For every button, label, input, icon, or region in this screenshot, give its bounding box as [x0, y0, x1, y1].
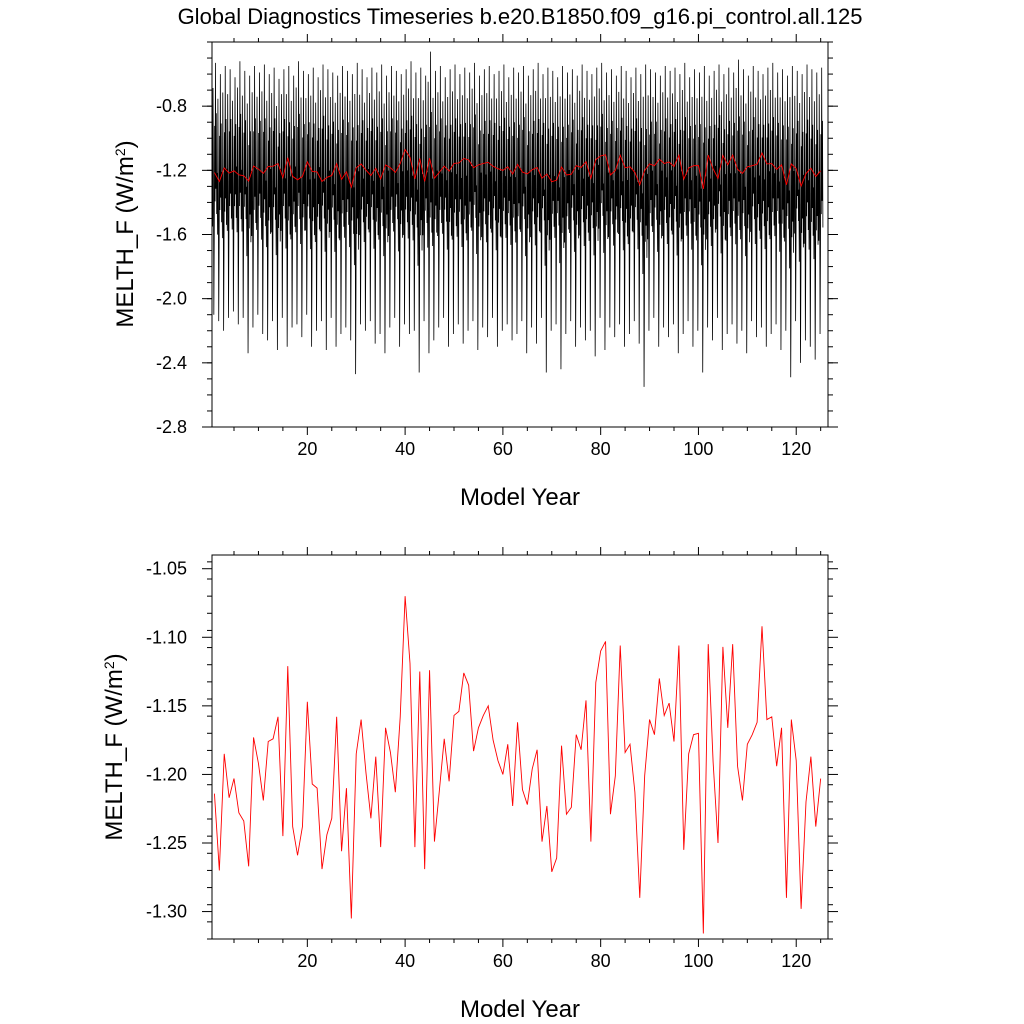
- top-axis-ticks: 20 40 60 80 100 120 -0.8 -1.2 -1.6 -2.0 -2.4 -2.8: [156, 34, 838, 459]
- top-annual-mean-series-line: [214, 148, 822, 190]
- bottom-annual-mean-series-line: [213, 596, 822, 934]
- top-monthly-series-line: [211, 51, 824, 387]
- bottom-x-tick-label: 40: [395, 951, 415, 971]
- bottom-y-tick-label: -1.05: [146, 559, 187, 579]
- top-y-tick-label: -0.8: [156, 96, 187, 116]
- top-x-tick-label: 120: [781, 439, 811, 459]
- top-y-tick-label: -2.4: [156, 353, 187, 373]
- bottom-y-tick-label: -1.10: [146, 627, 187, 647]
- top-y-tick-label: -1.6: [156, 225, 187, 245]
- bottom-axis-ticks: 20 40 60 80 100 120 -1.05 -1.10 -1.15 -1.20 -1.25 -…: [146, 547, 838, 971]
- top-x-tick-label: 60: [493, 439, 513, 459]
- bottom-x-tick-label: 20: [297, 951, 317, 971]
- bottom-x-tick-label: 80: [591, 951, 611, 971]
- bottom-plot-frame: [211, 554, 829, 940]
- bottom-plot-area: [213, 596, 822, 934]
- top-y-tick-label: -2.0: [156, 289, 187, 309]
- top-panel: 20 40 60 80 100 120 -0.8 -1.2 -1.6 -2.0 -2.4 -2.8 M…: [112, 34, 838, 511]
- top-x-axis-title: Model Year: [460, 484, 580, 511]
- top-y-axis-title: MELTH_F (W/m2): [112, 140, 139, 327]
- bottom-x-tick-label: 120: [781, 951, 811, 971]
- figure-title: Global Diagnostics Timeseries b.e20.B185…: [178, 4, 863, 29]
- bottom-y-tick-label: -1.25: [146, 833, 187, 853]
- top-plot-area: [211, 51, 824, 387]
- bottom-x-tick-label: 100: [683, 951, 713, 971]
- top-y-tick-label: -2.8: [156, 417, 187, 437]
- bottom-y-tick-label: -1.15: [146, 696, 187, 716]
- top-x-tick-label: 80: [591, 439, 611, 459]
- top-y-tick-label: -1.2: [156, 160, 187, 180]
- bottom-y-axis-title: MELTH_F (W/m2): [101, 653, 128, 840]
- bottom-x-axis-title: Model Year: [460, 996, 580, 1023]
- bottom-x-tick-label: 60: [493, 951, 513, 971]
- top-x-tick-label: 100: [683, 439, 713, 459]
- bottom-panel: 20 40 60 80 100 120 -1.05 -1.10 -1.15 -1.20 -1.25 -…: [101, 547, 838, 1023]
- bottom-y-tick-label: -1.30: [146, 902, 187, 922]
- bottom-y-tick-label: -1.20: [146, 764, 187, 784]
- top-x-tick-label: 20: [297, 439, 317, 459]
- top-x-tick-label: 40: [395, 439, 415, 459]
